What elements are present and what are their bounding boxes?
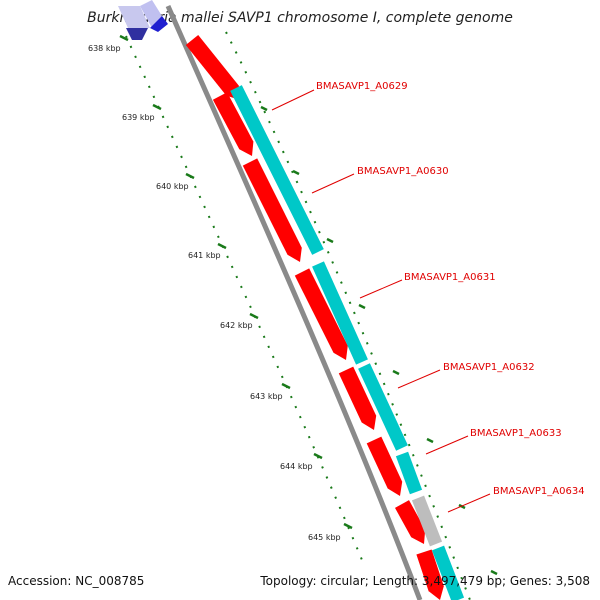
- outer-ticks: [260, 105, 498, 576]
- scale-label: 640 kbp: [156, 182, 189, 191]
- partial-feature-lightblue: [140, 0, 162, 28]
- gene-label: BMASAVP1_A0632: [443, 362, 535, 373]
- scale-tick: [185, 172, 195, 180]
- cds-arrow: [395, 500, 426, 544]
- outer-tick: [426, 437, 434, 444]
- gene-leader-line: [425, 435, 469, 455]
- scale-label: 639 kbp: [122, 113, 155, 122]
- partial-feature-blue: [126, 28, 148, 40]
- gene-leader-line: [359, 279, 403, 299]
- scale-tick: [152, 103, 162, 111]
- gene-labels: BMASAVP1_A0629 BMASAVP1_A0630 BMASAVP1_A06…: [316, 81, 585, 497]
- gene-label: BMASAVP1_A0630: [357, 166, 449, 177]
- gene-label-leaders: [271, 89, 491, 513]
- scale-ticks: [119, 34, 353, 530]
- gene-bar: [230, 85, 324, 255]
- gene-bar: [312, 261, 368, 365]
- gene-label: BMASAVP1_A0629: [316, 81, 408, 92]
- backbone-line: [165, 4, 423, 600]
- outer-tick: [260, 105, 268, 112]
- gene-track: [230, 85, 465, 600]
- partial-feature-lavender: [118, 6, 150, 28]
- gene-bar: [358, 363, 408, 451]
- map-title: Burkholderia mallei SAVP1 chromosome I, …: [87, 10, 513, 26]
- scale-tick: [119, 34, 129, 42]
- cds-arrow: [294, 268, 348, 360]
- scale-label: 644 kbp: [280, 462, 313, 471]
- cds-arrow: [242, 158, 302, 262]
- gene-leader-line: [397, 369, 441, 389]
- gene-leader-line: [447, 493, 491, 513]
- outer-tick: [292, 169, 300, 176]
- gene-bar: [395, 451, 423, 495]
- cds-arrow: [185, 35, 240, 100]
- gene-leader-line: [311, 173, 355, 194]
- cds-arrow: [416, 549, 444, 600]
- scale-label: 641 kbp: [188, 251, 221, 260]
- scale-tick: [313, 452, 323, 460]
- outer-dotted-arc: [225, 31, 471, 600]
- scale-tick: [343, 522, 353, 530]
- scale-label: 638 kbp: [88, 44, 121, 53]
- partial-feature-navy: [150, 16, 168, 32]
- scale-labels: 638 kbp 639 kbp 640 kbp 641 kbp 642 kbp 643 k…: [88, 44, 341, 542]
- cds-arrow: [366, 436, 403, 496]
- scale-label: 643 kbp: [250, 392, 283, 401]
- scale-label: 642 kbp: [220, 321, 253, 330]
- outer-tick: [326, 237, 334, 244]
- accession-text: Accession: NC_008785: [8, 574, 145, 588]
- scale-tick: [249, 312, 259, 320]
- gene-label: BMASAVP1_A0633: [470, 428, 562, 439]
- scale-tick: [217, 242, 227, 250]
- gene-label: BMASAVP1_A0634: [493, 486, 585, 497]
- scale-label: 645 kbp: [308, 533, 341, 542]
- scale-tick: [281, 382, 291, 390]
- partial-features: [118, 0, 168, 40]
- gene-leader-line: [271, 89, 315, 111]
- summary-text: Topology: circular; Length: 3,497,479 bp…: [260, 574, 590, 588]
- cds-arrow: [212, 92, 254, 156]
- gene-bar: [431, 545, 465, 600]
- outer-tick: [490, 569, 498, 576]
- pseudo-gene-bar: [411, 495, 443, 547]
- cds-track: [185, 35, 444, 600]
- cds-arrow: [338, 366, 377, 430]
- outer-tick: [392, 369, 400, 376]
- gene-label: BMASAVP1_A0631: [404, 272, 496, 283]
- outer-tick: [358, 303, 366, 310]
